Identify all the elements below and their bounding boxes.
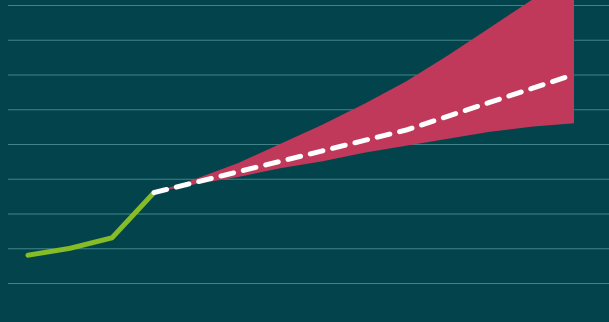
confidence-band: [154, 0, 574, 193]
historical-line: [25, 190, 157, 258]
series-layer: [25, 72, 577, 258]
confidence-band-layer: [154, 0, 574, 193]
projection-line: [151, 72, 577, 196]
